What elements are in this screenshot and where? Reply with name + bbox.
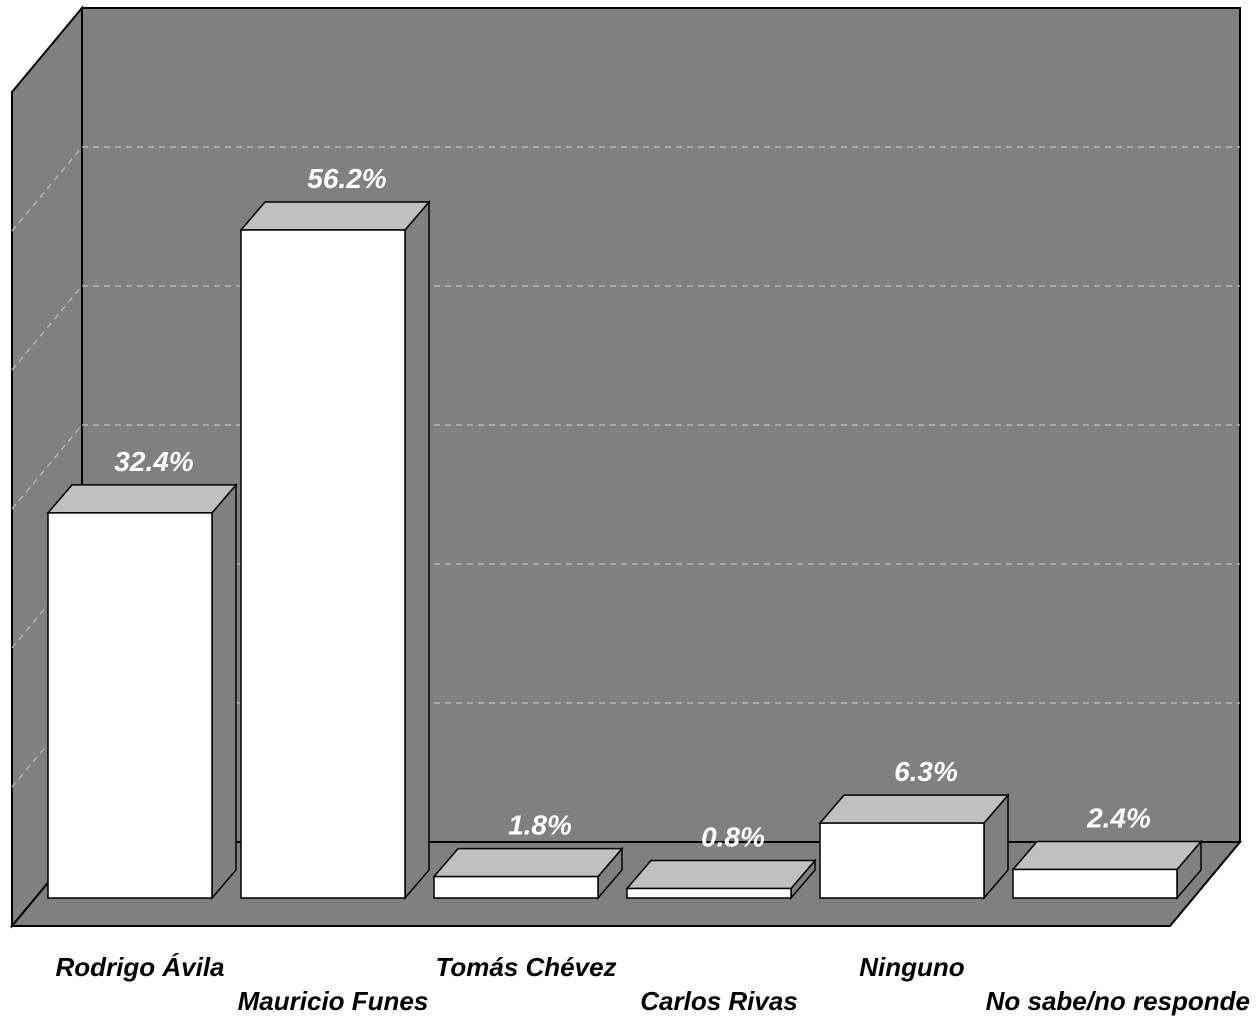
- category-label: Rodrigo Ávila: [55, 952, 224, 982]
- bar-side: [211, 482, 237, 901]
- category-label: Carlos Rivas: [640, 986, 798, 1016]
- bar-top: [46, 484, 238, 514]
- bar-top: [432, 847, 624, 878]
- bar-2: [432, 846, 624, 901]
- bar-front: [819, 822, 985, 899]
- value-label: 0.8%: [701, 821, 765, 852]
- bar-top: [1011, 840, 1203, 871]
- bar-5: [1011, 839, 1203, 901]
- bar-front: [626, 887, 792, 899]
- bar-0: [46, 482, 238, 901]
- bar-front: [47, 512, 213, 899]
- bar-top: [625, 859, 817, 890]
- bar-3: [625, 858, 817, 901]
- bar-front: [1012, 868, 1178, 899]
- gridline: [11, 146, 83, 232]
- chart-bars: [46, 199, 1203, 901]
- bar-4: [818, 793, 1010, 901]
- bar-side: [404, 199, 430, 901]
- gridline: [11, 285, 83, 371]
- chart-value-labels: 32.4% 56.2% 1.8% 0.8% 6.3% 2.4%: [114, 163, 1151, 852]
- bar-top: [239, 201, 431, 231]
- value-label: 2.4%: [1086, 802, 1151, 833]
- bar-top: [818, 794, 1010, 824]
- category-label: Tomás Chévez: [435, 952, 616, 982]
- bar-front: [433, 875, 599, 899]
- category-label: Mauricio Funes: [238, 986, 429, 1016]
- category-label: Ninguno: [859, 952, 965, 982]
- value-label: 1.8%: [508, 810, 572, 841]
- gridline: [11, 424, 83, 510]
- bar-front: [240, 229, 406, 899]
- bar-1: [239, 199, 431, 901]
- value-label: 6.3%: [894, 756, 958, 787]
- value-label: 32.4%: [114, 446, 193, 477]
- category-label: No sabe/no responde: [986, 986, 1250, 1016]
- value-label: 56.2%: [307, 163, 386, 194]
